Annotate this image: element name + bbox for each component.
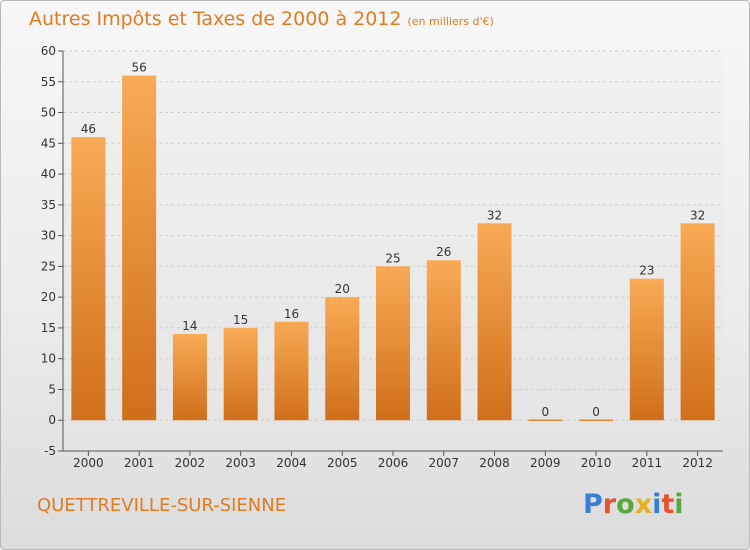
chart-unit: (en milliers d'€): [407, 15, 494, 28]
x-tick-label: 2010: [581, 456, 612, 470]
value-label-2010: 0: [592, 405, 600, 419]
logo-letter: i: [652, 489, 662, 520]
x-tick-label: 2003: [225, 456, 256, 470]
x-tick-label: 2002: [175, 456, 206, 470]
y-tick-label: 40: [41, 167, 56, 181]
value-label-2008: 32: [487, 208, 502, 222]
commune-name: QUETTREVILLE-SUR-SIENNE: [37, 495, 287, 516]
x-tick-label: 2009: [530, 456, 561, 470]
x-tick-label: 2008: [479, 456, 510, 470]
x-tick-label: 2000: [73, 456, 104, 470]
x-tick-label: 2005: [327, 456, 358, 470]
y-tick-label: 55: [41, 75, 56, 89]
logo-letter: t: [661, 489, 675, 520]
bar-2012: [680, 223, 715, 421]
y-tick-label: -5: [44, 444, 56, 458]
y-tick-label: 45: [41, 136, 56, 150]
bar-2004: [274, 321, 309, 421]
y-tick-label: 35: [41, 198, 56, 212]
y-tick-label: 20: [41, 290, 56, 304]
logo-letter: r: [602, 489, 617, 520]
bar-2007: [426, 260, 461, 421]
chart-title: Autres Impôts et Taxes de 2000 à 2012 (en…: [29, 8, 494, 30]
value-label-2009: 0: [541, 405, 549, 419]
x-tick-label: 2011: [632, 456, 663, 470]
y-tick-label: 10: [41, 352, 56, 366]
value-label-2003: 15: [233, 313, 248, 327]
value-label-2007: 26: [436, 245, 451, 259]
value-label-2011: 23: [639, 264, 654, 278]
x-tick-label: 2006: [378, 456, 409, 470]
value-label-2005: 20: [335, 282, 350, 296]
y-tick-label: 5: [48, 382, 56, 396]
value-label-2012: 32: [690, 208, 705, 222]
logo-letter: i: [674, 489, 684, 520]
bar-2000: [71, 137, 106, 421]
x-axis: 2000 2001 2002 2003 2004 2005 2006 2007 2008 2009…: [63, 450, 723, 470]
logo-letter: P: [583, 489, 603, 520]
y-tick-label: 30: [41, 229, 56, 243]
value-label-2006: 25: [385, 251, 400, 265]
y-tick-label: 50: [41, 106, 56, 120]
y-tick-label: 60: [41, 44, 56, 58]
proxiti-logo: Proxiti: [583, 489, 684, 520]
x-tick-label: 2007: [428, 456, 459, 470]
bar-2005: [325, 297, 360, 421]
value-label-2002: 14: [182, 319, 197, 333]
bars: [71, 75, 715, 421]
value-labels: 46 56 14 15 16 20 25 26 32 0 0 23 32: [81, 61, 706, 420]
logo-letter: x: [634, 489, 653, 520]
value-label-2004: 16: [284, 307, 299, 321]
y-tick-label: 25: [41, 259, 56, 273]
bar-2006: [376, 266, 410, 421]
bar-2003: [223, 327, 258, 421]
y-tick-label: 15: [41, 321, 56, 335]
bar-2002: [172, 334, 207, 421]
x-tick-label: 2012: [682, 456, 713, 470]
bar-2001: [122, 75, 157, 421]
x-tick-label: 2001: [124, 456, 155, 470]
y-tick-label: 0: [48, 413, 56, 427]
bar-2008: [477, 223, 512, 421]
value-label-2001: 56: [132, 61, 147, 75]
bar-2011: [629, 278, 664, 421]
x-tick-label: 2004: [276, 456, 307, 470]
logo-letter: o: [616, 489, 635, 520]
chart-title-text: Autres Impôts et Taxes de 2000 à 2012: [29, 8, 402, 30]
value-label-2000: 46: [81, 122, 96, 136]
y-axis: -5 0 5 10 15 20 25 30 35 40 45 50 55 60: [41, 44, 64, 458]
